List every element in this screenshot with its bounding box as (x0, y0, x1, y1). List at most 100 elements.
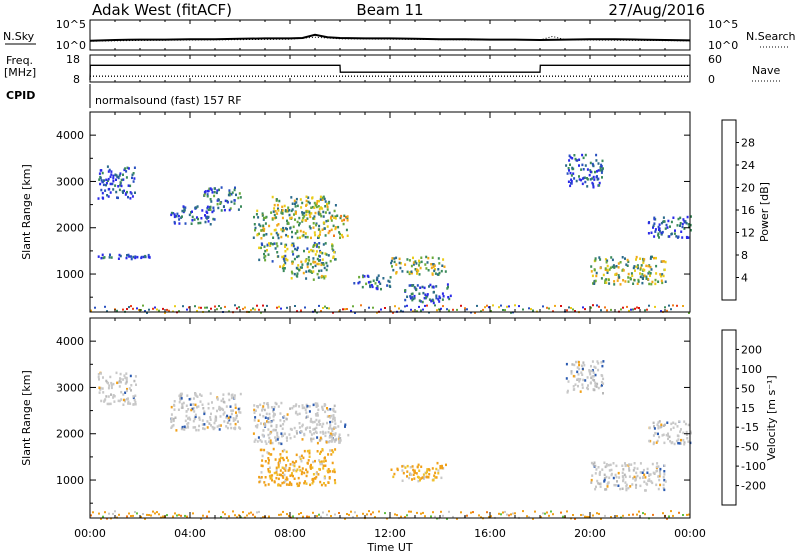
velocity-ground-cell (434, 515, 436, 518)
velocity-cbar-tick-label: -50 (741, 441, 759, 454)
velocity-echo-cell (275, 476, 278, 480)
power-ground-cell (354, 312, 356, 314)
power-echo-cell (320, 274, 323, 278)
power-echo-cell (346, 234, 349, 237)
power-echo-cell (416, 268, 418, 271)
velocity-ground-cell (352, 516, 354, 519)
velocity-echo-cell (648, 479, 651, 483)
power-ground-cell (448, 309, 450, 312)
power-echo-cell (277, 207, 279, 210)
velocity-ground-cell (478, 514, 480, 517)
power-echo-cell (262, 218, 265, 221)
velocity-echo-cell (425, 475, 428, 479)
power-ground-cell (344, 308, 346, 311)
power-echo-cell (654, 230, 657, 233)
noise-panel-frame (89, 19, 691, 51)
velocity-echo-cell (684, 422, 687, 426)
velocity-ground-cell (498, 512, 500, 515)
velocity-echo-cell (135, 383, 137, 386)
velocity-echo-cell (295, 403, 298, 406)
velocity-ground-cell (126, 515, 128, 518)
velocity-echo-cell (202, 407, 205, 410)
velocity-echo-cell (625, 488, 628, 492)
power-echo-cell (411, 284, 414, 287)
velocity-echo-cell (104, 398, 107, 401)
velocity-echo-cell (194, 413, 197, 417)
velocity-ground-cell (486, 511, 488, 514)
velocity-ground-cell (256, 511, 258, 514)
power-echo-cell (681, 225, 684, 229)
power-echo-cell (323, 197, 326, 201)
velocity-echo-cell (679, 430, 682, 433)
velocity-echo-cell (253, 408, 256, 412)
power-echo-cell (313, 217, 316, 220)
velocity-cbar-tick-label: -200 (741, 480, 766, 493)
power-echo-cell (237, 196, 240, 200)
velocity-echo-cell (332, 432, 335, 436)
power-echo-cell (254, 228, 256, 232)
power-echo-cell (283, 259, 286, 263)
velocity-ground-cell (282, 510, 284, 513)
velocity-echo-cell (338, 435, 341, 439)
power-echo-cell (313, 241, 316, 245)
velocity-echo-cell (325, 441, 328, 444)
velocity-echo-cell (590, 369, 593, 373)
power-echo-cell (282, 257, 285, 261)
velocity-echo-cell (277, 465, 280, 469)
velocity-echo-cell (272, 408, 275, 411)
velocity-ground-cell (320, 515, 322, 518)
power-echo-cell (333, 234, 335, 237)
power-echo-cell (119, 181, 122, 184)
velocity-ground-cell (180, 514, 182, 517)
velocity-ground-cell (308, 515, 310, 518)
power-ground-cell (510, 311, 512, 314)
velocity-echo-cell (272, 410, 275, 413)
velocity-echo-cell (281, 466, 284, 469)
velocity-echo-cell (313, 420, 316, 424)
power-echo-cell (308, 259, 311, 262)
velocity-echo-cell (286, 413, 289, 416)
power-echo-cell (649, 257, 652, 260)
velocity-echo-cell (663, 478, 666, 482)
power-ground-cell (416, 310, 418, 313)
velocity-ground-cell (586, 515, 588, 518)
power-echo-cell (337, 225, 340, 229)
velocity-echo-cell (333, 426, 336, 429)
velocity-ground-cell (572, 514, 574, 516)
velocity-echo-cell (189, 418, 192, 421)
velocity-echo-cell (598, 473, 601, 476)
power-echo-cell (570, 178, 573, 181)
power-echo-cell (430, 266, 433, 270)
velocity-ground-cell (178, 513, 180, 516)
power-echo-cell (430, 263, 433, 266)
velocity-echo-cell (184, 419, 187, 423)
power-echo-cell (573, 177, 576, 180)
velocity-echo-cell (174, 416, 177, 419)
power-echo-cell (617, 266, 620, 269)
velocity-echo-cell (270, 424, 273, 428)
power-echo-cell (190, 222, 193, 225)
power-echo-cell (339, 216, 342, 220)
power-ground-cell (560, 305, 562, 307)
velocity-ground-cell (432, 511, 434, 514)
power-ground-cell (168, 309, 170, 312)
power-echo-cell (599, 258, 602, 261)
velocity-echo-cell (594, 464, 597, 468)
power-echo-cell (392, 268, 395, 272)
velocity-echo-cell (570, 370, 573, 373)
power-echo-cell (296, 255, 299, 259)
power-echo-cell (578, 164, 580, 167)
velocity-echo-cell (579, 390, 582, 393)
power-ground-cell (488, 306, 490, 309)
velocity-echo-cell (292, 405, 295, 408)
velocity-echo-cell (271, 474, 274, 477)
velocity-echo-cell (574, 383, 577, 386)
velocity-echo-cell (689, 430, 692, 433)
velocity-echo-cell (108, 384, 111, 387)
power-ground-cell (146, 312, 148, 314)
power-echo-cell (191, 219, 194, 222)
power-echo-cell (581, 182, 584, 186)
power-echo-cell (326, 225, 329, 228)
power-echo-cell (233, 188, 236, 192)
